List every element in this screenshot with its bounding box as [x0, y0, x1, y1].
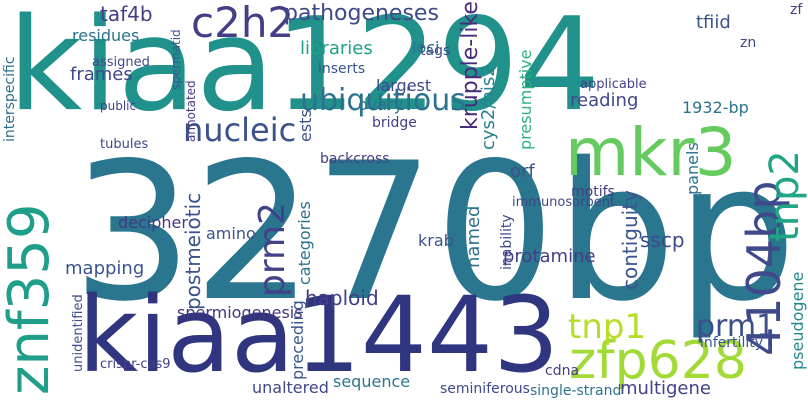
cloud-word: protamine — [503, 246, 596, 267]
cloud-word: orf — [510, 161, 535, 182]
cloud-word: backcross — [320, 151, 390, 167]
cloud-word: infertility — [700, 335, 763, 351]
cloud-word: seminiferous — [440, 381, 530, 397]
cloud-word: haploid — [305, 286, 379, 310]
cloud-word: zf — [790, 2, 803, 18]
cloud-word: ovary — [358, 95, 404, 114]
cloud-word: krab — [418, 231, 454, 250]
cloud-word: inability — [499, 214, 515, 270]
cloud-word: applicable — [580, 77, 647, 92]
cloud-word: named — [463, 205, 484, 268]
cloud-word: spermiogenesis — [177, 303, 303, 322]
cloud-word: taf4b — [100, 2, 153, 26]
cloud-word: tnp1 — [568, 307, 647, 347]
cloud-word: znf359 — [0, 203, 62, 396]
cloud-word: ubiquitious — [300, 83, 466, 118]
cloud-word: categories — [295, 201, 314, 285]
cloud-word: libraries — [300, 38, 373, 59]
cloud-word: reading — [570, 90, 639, 111]
cloud-word: largest — [376, 76, 432, 95]
cloud-word: spermatid — [169, 29, 183, 90]
cloud-word: postmeiotic — [181, 192, 205, 310]
cloud-word: 3270bp — [72, 122, 797, 343]
cloud-word: residues — [72, 26, 140, 45]
cloud-word: zfp628 — [569, 331, 747, 391]
cloud-word: cys2/his2 — [478, 65, 499, 150]
cloud-word: pseudogene — [788, 271, 807, 370]
cloud-word: prm2 — [252, 202, 293, 297]
cloud-word: preceding — [288, 300, 307, 380]
cloud-word: interspecific — [2, 56, 18, 142]
cloud-word: mkr3 — [565, 114, 737, 191]
cloud-word: prm1 — [696, 309, 776, 344]
cloud-word: frames — [70, 64, 133, 85]
cloud-word: kiaa1294 — [8, 0, 601, 140]
cloud-word: mapping — [65, 258, 145, 279]
cloud-word: loci — [412, 38, 440, 57]
cloud-word: amino — [206, 224, 256, 243]
cloud-word: tubules — [100, 137, 149, 152]
cloud-word: tags — [420, 43, 451, 59]
cloud-word: panels — [683, 142, 702, 195]
cloud-word: nucleic — [183, 111, 297, 149]
cloud-word: annotated — [184, 80, 198, 142]
cloud-word: presumptive — [516, 49, 535, 150]
cloud-word: sequence — [333, 372, 411, 391]
cloud-word: tnp2 — [762, 150, 808, 242]
cloud-word: unaltered — [252, 378, 329, 397]
cloud-word: decipher — [118, 213, 188, 232]
cloud-word: 1932-bp — [682, 98, 749, 117]
cloud-word: unidentified — [71, 294, 86, 372]
cloud-word: contiguity — [618, 190, 642, 290]
cloud-word: pathogeneses — [284, 1, 439, 26]
cloud-word: cdna — [545, 363, 580, 379]
cloud-word: kiaa1443 — [78, 274, 560, 396]
cloud-word: assigned — [92, 55, 150, 70]
cloud-word: multigene — [620, 378, 711, 399]
cloud-word: c2h2 — [191, 0, 295, 47]
cloud-word: public — [100, 99, 137, 113]
cloud-word: crispr-cas9 — [100, 357, 171, 372]
cloud-word: single-strand — [530, 383, 622, 399]
cloud-word: immunosorbent — [512, 195, 616, 210]
cloud-word: ests — [296, 109, 315, 142]
cloud-word: tfiid — [696, 12, 731, 33]
cloud-word: motifs — [571, 184, 615, 200]
cloud-word: sscp — [640, 228, 685, 252]
cloud-word: bridge — [372, 115, 417, 131]
cloud-word: inserts — [318, 61, 366, 77]
cloud-word: zn — [740, 35, 757, 51]
